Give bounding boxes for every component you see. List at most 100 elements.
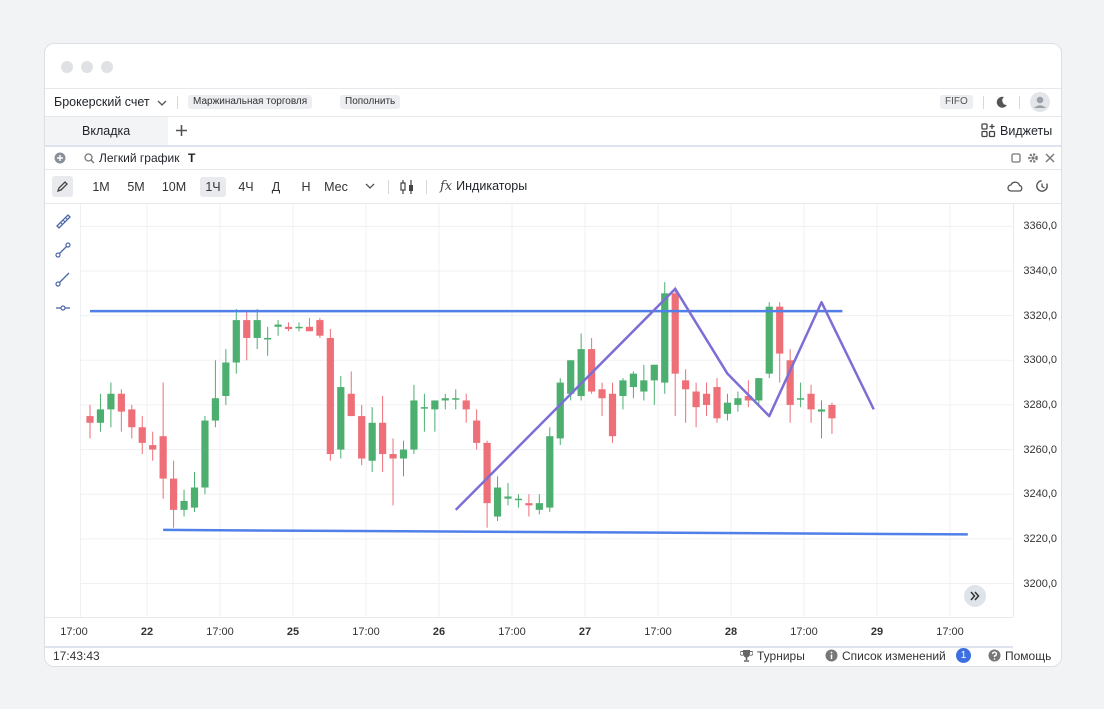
fx-icon: fx — [440, 179, 453, 194]
price-tick-label: 3320,0 — [1023, 309, 1057, 322]
timeframe-button[interactable]: 1M — [92, 180, 110, 194]
changelog-link[interactable]: Список изменений — [825, 649, 946, 663]
avatar-icon[interactable] — [1030, 92, 1050, 112]
candle-body-down — [170, 478, 178, 510]
trendline-icon[interactable] — [55, 242, 71, 258]
candle-body-up — [734, 398, 742, 405]
draw-mode-button[interactable] — [52, 176, 73, 197]
candle-body-up — [337, 387, 345, 450]
candle-body-up — [755, 378, 763, 401]
moon-icon[interactable] — [995, 95, 1009, 109]
candle-body-down — [682, 380, 690, 390]
candle-body-down — [702, 393, 711, 405]
search-icon[interactable] — [84, 153, 95, 164]
price-axis[interactable]: 3360,0 3340,0 3320,0 3300,0 3280,0 3260,0 3240… — [1013, 204, 1061, 617]
pencil-icon — [56, 181, 68, 193]
help-link[interactable]: Помощь — [988, 649, 1051, 663]
maximize-icon[interactable] — [1011, 153, 1021, 163]
account-selector[interactable]: Брокерский счет — [54, 95, 167, 109]
candle-body-down — [744, 395, 752, 401]
time-tick-label: 29 — [870, 626, 884, 638]
candle-body-up — [201, 420, 209, 488]
window-minimize-dot[interactable] — [81, 61, 93, 73]
candle-body-down — [86, 416, 94, 423]
chart-toolbar: 1M 5M 10M 1Ч 4Ч Д Н Мес fx Индикаторы — [45, 170, 1061, 204]
candle-body-up — [765, 306, 773, 374]
candle-body-up — [493, 487, 502, 517]
candle-body-up — [650, 364, 658, 381]
app-window: Брокерский счет Маржинальная торговля По… — [44, 43, 1062, 667]
price-tick-label: 3360,0 — [1023, 220, 1057, 233]
timeframe-button[interactable]: 4Ч — [238, 180, 254, 194]
cloud-icon[interactable] — [1007, 180, 1023, 192]
indicators-label: Индикаторы — [456, 179, 528, 193]
chart-canvas[interactable] — [80, 204, 1013, 617]
add-tab-icon[interactable] — [175, 124, 188, 137]
time-tick-label: 17:00 — [644, 626, 672, 638]
candle-body-up — [556, 382, 564, 439]
time-tick-label: 27 — [578, 626, 592, 638]
sync-icon[interactable] — [1035, 179, 1050, 194]
ray-icon[interactable] — [55, 271, 71, 287]
price-chart[interactable] — [80, 204, 1013, 617]
timeframe-button[interactable]: 5M — [127, 180, 145, 194]
widgets-icon — [981, 123, 996, 138]
divider — [983, 96, 984, 109]
tabs-bar: Вкладка Виджеты — [45, 117, 1061, 147]
timeframe-button[interactable]: 1Ч — [200, 177, 226, 197]
gear-icon[interactable] — [1027, 152, 1039, 164]
candle-body-up — [253, 320, 261, 338]
tournaments-link[interactable]: Турниры — [740, 649, 805, 663]
candle-body-up — [452, 398, 460, 400]
candlestick-icon[interactable] — [399, 179, 415, 195]
time-axis[interactable]: 17:00 22 17:00 25 17:00 26 17:00 27 17:00 28 17:00… — [45, 617, 1013, 648]
indicators-button[interactable]: fx Индикаторы — [440, 179, 527, 194]
timeframe-button[interactable]: Н — [301, 180, 311, 194]
candle-body-down — [828, 404, 836, 419]
candle-body-down — [608, 393, 617, 437]
price-tick-label: 3220,0 — [1023, 532, 1057, 545]
timeframe-button[interactable]: Д — [271, 180, 281, 194]
horizontal-line-icon[interactable] — [55, 300, 71, 316]
margin-trading-chip[interactable]: Маржинальная торговля — [188, 95, 313, 109]
close-icon[interactable] — [1045, 153, 1055, 163]
candle-body-up — [232, 320, 240, 363]
time-tick-label: 17:00 — [352, 626, 380, 638]
ticker-symbol[interactable]: T — [188, 151, 196, 165]
candle-body-down — [588, 349, 596, 392]
candle-body-up — [514, 498, 523, 501]
candle-body-down — [776, 306, 784, 354]
candle-body-up — [723, 402, 732, 414]
candle-body-down — [692, 391, 700, 408]
price-tick-label: 3300,0 — [1023, 354, 1057, 367]
tab-vkladka[interactable]: Вкладка — [45, 117, 168, 145]
window-close-dot[interactable] — [61, 61, 73, 73]
changelog-label: Список изменений — [842, 649, 946, 663]
candle-body-up — [619, 380, 627, 396]
candle-body-down — [316, 320, 324, 336]
candle-body-down — [326, 337, 334, 455]
candle-body-up — [264, 337, 272, 340]
candle-body-up — [577, 349, 585, 396]
widgets-button[interactable]: Виджеты — [981, 123, 1052, 138]
candle-body-down — [379, 422, 387, 455]
candle-body-up — [504, 496, 512, 499]
timeframe-button[interactable]: Мес — [324, 180, 348, 194]
candle-body-up — [107, 393, 115, 410]
candle-body-down — [305, 326, 314, 332]
tournaments-label: Турниры — [757, 649, 805, 663]
candle-body-up — [410, 400, 418, 450]
time-tick-label: 22 — [140, 626, 154, 638]
window-maximize-dot[interactable] — [101, 61, 113, 73]
chevron-down-icon[interactable] — [365, 183, 375, 189]
scroll-to-latest-button[interactable] — [964, 585, 986, 607]
price-tick-label: 3200,0 — [1023, 577, 1057, 590]
fifo-badge[interactable]: FIFO — [940, 95, 973, 109]
candle-body-down — [243, 320, 251, 338]
candle-body-up — [535, 503, 543, 510]
timeframe-button[interactable]: 10M — [161, 180, 187, 194]
candle-body-down — [128, 409, 136, 428]
add-widget-icon[interactable] — [54, 152, 66, 164]
deposit-chip[interactable]: Пополнить — [340, 95, 401, 109]
ruler-icon[interactable] — [55, 213, 71, 229]
